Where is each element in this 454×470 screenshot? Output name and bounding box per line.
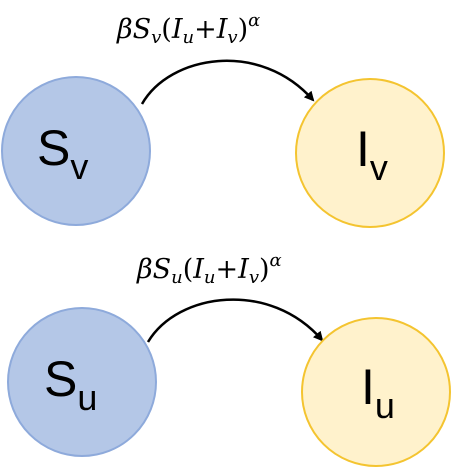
- node-i-v-label: Iv: [356, 121, 388, 188]
- node-i-v: Iv: [295, 78, 445, 228]
- node-s-u: Su: [7, 307, 157, 457]
- node-s-u-circle: [7, 307, 157, 457]
- bottom-rate-label: βSu(Iu+Iv)α: [136, 250, 282, 288]
- node-i-v-circle: [295, 78, 445, 228]
- top-row: βSv(Iu+Iv)α Sv Iv: [1, 10, 445, 228]
- top-transition-arrow: [140, 59, 315, 105]
- bottom-row: βSu(Iu+Iv)α Su Iu: [7, 250, 451, 467]
- node-i-u-circle: [301, 317, 451, 467]
- top-rate-label: βSv(Iu+Iv)α: [116, 10, 260, 48]
- bottom-transition-arrow: [146, 298, 324, 343]
- node-s-u-label: Su: [44, 351, 97, 418]
- node-i-u: Iu: [301, 317, 451, 467]
- node-i-u-label: Iu: [361, 359, 395, 426]
- node-s-v-label: Sv: [37, 120, 88, 187]
- node-s-v-circle: [1, 76, 151, 226]
- node-s-v: Sv: [1, 76, 151, 226]
